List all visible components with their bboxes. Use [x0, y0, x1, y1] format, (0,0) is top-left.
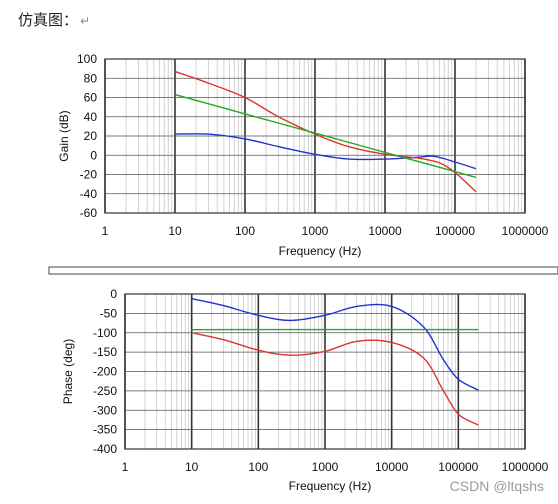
- phase-chart: 1 10 100 1000 10000 100000 1000000 0 -50 -100 -150…: [61, 287, 549, 493]
- x-tick-label: 10: [185, 460, 199, 474]
- series-line-green: [174, 93, 477, 179]
- y-tick-label: -200: [93, 365, 117, 379]
- x-tick-label: 100000: [438, 460, 478, 474]
- x-tick-label: 1000000: [502, 460, 549, 474]
- y-tick-label: 20: [84, 129, 98, 143]
- x-tick-label: 1000: [312, 460, 339, 474]
- series-line-blue: [191, 297, 479, 391]
- y-tick-label: 60: [84, 91, 98, 105]
- y-axis-label: Phase (deg): [61, 339, 75, 404]
- y-tick-label: 100: [77, 52, 97, 66]
- x-tick-label: 1: [122, 460, 129, 474]
- caption-text: 仿真图：: [18, 11, 79, 29]
- y-tick-label: -150: [93, 345, 117, 359]
- y-axis-label: Gain (dB): [57, 110, 71, 161]
- x-tick-label: 1: [102, 224, 109, 238]
- x-tick-label: 10000: [375, 460, 409, 474]
- panel-separator: [48, 266, 558, 275]
- series-line-red: [174, 70, 477, 193]
- caption: 仿真图： ↵: [18, 9, 90, 30]
- x-tick-label: 100000: [435, 224, 475, 238]
- x-axis-label: Frequency (Hz): [289, 479, 372, 493]
- x-tick-label: 100: [235, 224, 255, 238]
- x-tick-label: 10: [168, 224, 182, 238]
- y-tick-label: -20: [80, 168, 98, 182]
- return-mark-icon: ↵: [80, 14, 91, 28]
- x-axis-label: Frequency (Hz): [279, 244, 362, 258]
- y-tick-label: 40: [84, 110, 98, 124]
- y-tick-label: -250: [93, 384, 117, 398]
- y-tick-label: -60: [80, 206, 98, 220]
- y-tick-label: -400: [93, 442, 117, 456]
- x-tick-label: 10000: [368, 224, 402, 238]
- y-tick-label: 80: [84, 71, 98, 85]
- x-tick-label: 1000: [302, 224, 329, 238]
- y-tick-label: -300: [93, 403, 117, 417]
- gain-chart: 1 10 100 1000 10000 100000 1000000 100 80 60 40 20 0…: [57, 52, 549, 258]
- x-tick-label: 1000000: [502, 224, 549, 238]
- y-tick-label: -100: [93, 326, 117, 340]
- y-tick-label: 0: [90, 148, 97, 162]
- plot-frame: [124, 293, 526, 450]
- watermark: CSDN @ltqshs: [449, 478, 544, 494]
- y-tick-label: -50: [100, 306, 118, 320]
- y-tick-label: -350: [93, 423, 117, 437]
- series-line-red: [191, 332, 479, 426]
- y-tick-label: 0: [110, 287, 117, 301]
- plot-frame: [104, 58, 526, 214]
- series-line-blue: [174, 133, 477, 170]
- y-tick-label: -40: [80, 187, 98, 201]
- x-tick-label: 100: [248, 460, 268, 474]
